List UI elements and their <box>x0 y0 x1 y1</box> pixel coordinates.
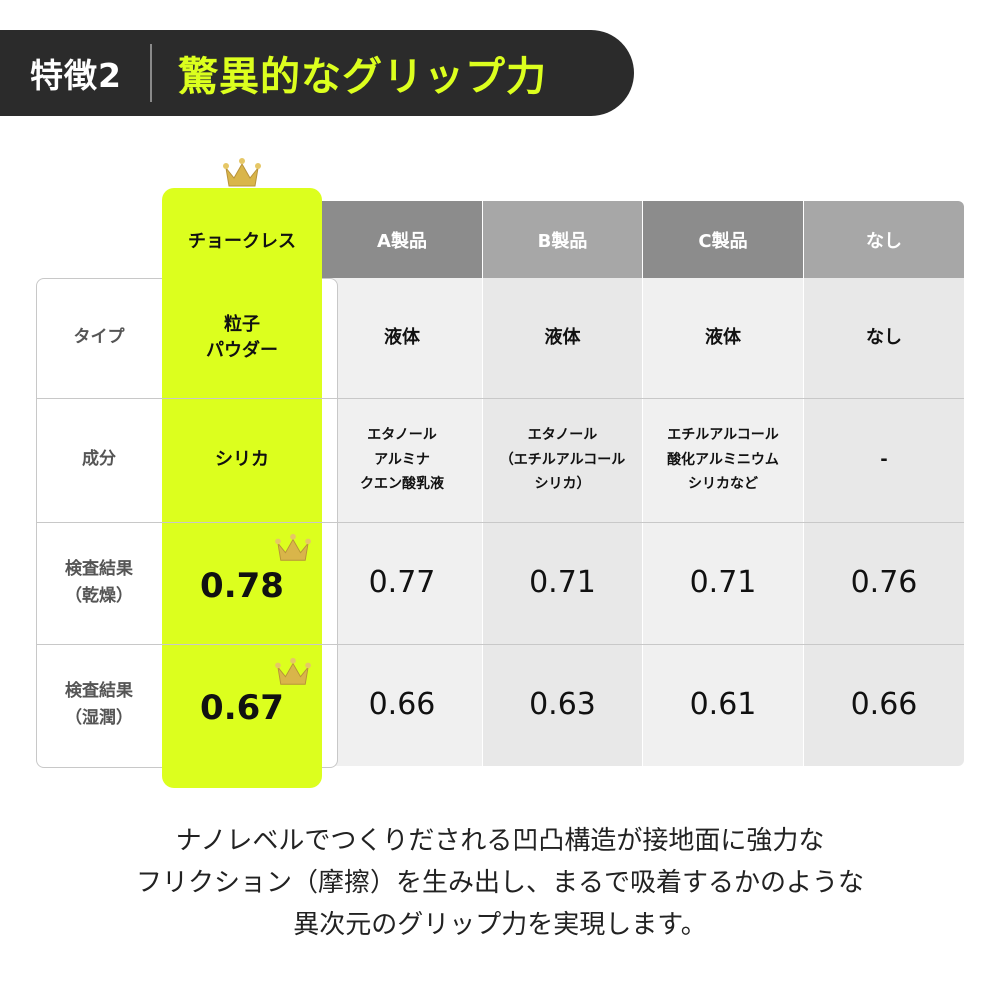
column-header-product-c: C製品 <box>643 201 803 278</box>
table-cell: - <box>804 398 964 522</box>
row-label-dry-result: 検査結果 （乾燥） <box>36 522 162 644</box>
row-divider <box>36 522 964 523</box>
feature-tag: 特徴2 <box>30 56 122 95</box>
wet-result-none: 0.66 <box>850 687 918 723</box>
description: ナノレベルでつくりだされる凹凸構造が接地面に強力な フリクション（摩擦）を生み出… <box>0 820 1000 946</box>
column-header-none: なし <box>804 201 964 278</box>
cell-line: 液体 <box>544 326 581 348</box>
crown-icon <box>275 657 311 685</box>
header-banner: 特徴2 驚異的なグリップ力 <box>0 30 634 116</box>
highlight-column <box>162 188 322 788</box>
description-line: フリクション（摩擦）を生み出し、まるで吸着するかのような <box>135 868 864 899</box>
row-label-ingredients: 成分 <box>36 398 162 522</box>
cell-line: エタノール <box>367 427 437 444</box>
page-title: 驚異的なグリップ力 <box>177 54 547 100</box>
cell-line: 粒子 <box>224 313 260 335</box>
crown-icon <box>275 533 311 561</box>
row-divider <box>36 398 964 399</box>
dry-result-product-a: 0.77 <box>368 565 436 601</box>
table-cell: 液体 <box>643 278 803 398</box>
row-label-text: 検査結果 <box>65 680 133 701</box>
row-label-text: タイプ <box>73 327 125 348</box>
wet-result-product-c: 0.61 <box>689 687 757 723</box>
crown-icon <box>223 158 261 187</box>
dry-result-product-c: 0.71 <box>689 565 757 601</box>
dry-result-product-b: 0.71 <box>529 565 596 601</box>
cell-line: シリカ <box>215 448 269 470</box>
table-cell: 液体 <box>322 278 482 398</box>
table-cell: 液体 <box>483 278 642 398</box>
description-line: 異次元のグリップ力を実現します。 <box>293 910 707 941</box>
row-label-text: 検査結果 <box>65 558 133 579</box>
wet-result-product-b: 0.63 <box>529 687 596 723</box>
cell-line: なし <box>866 326 902 348</box>
dry-result-none: 0.76 <box>850 565 918 601</box>
cell-line: 液体 <box>384 326 420 348</box>
cell-line: シリカ） <box>534 476 591 493</box>
banner-divider <box>149 44 152 102</box>
row-label-type: タイプ <box>36 278 162 398</box>
table-cell: エタノール （エチルアルコール シリカ） <box>483 398 642 522</box>
row-label-subtext: （乾燥） <box>65 586 133 606</box>
row-label-subtext: （湿潤） <box>65 708 133 728</box>
table-cell: 粒子 パウダー <box>162 278 322 398</box>
row-divider <box>36 644 964 645</box>
dry-result-chalkless: 0.78 <box>200 566 284 607</box>
cell-line: アルミナ <box>374 451 430 468</box>
cell-line: エチルアルコール <box>667 427 779 444</box>
cell-line: 酸化アルミニウム <box>667 451 779 468</box>
cell-line: エタノール <box>527 427 598 444</box>
cell-line: シリカなど <box>688 476 758 493</box>
cell-line: 液体 <box>705 326 741 348</box>
table-cell: シリカ <box>162 398 322 522</box>
wet-result-chalkless: 0.67 <box>200 688 284 729</box>
column-header-chalkless: チョークレス <box>188 230 296 252</box>
description-line: ナノレベルでつくりだされる凹凸構造が接地面に強力な <box>175 826 825 856</box>
row-label-wet-result: 検査結果 （湿潤） <box>36 644 162 766</box>
wet-result-product-a: 0.66 <box>368 687 436 723</box>
table-cell: なし <box>804 278 964 398</box>
column-header-product-a: A製品 <box>322 201 482 278</box>
cell-line: クエン酸乳液 <box>360 476 444 493</box>
cell-line: - <box>880 448 888 470</box>
column-header-product-b: B製品 <box>483 201 642 278</box>
table-cell: エチルアルコール 酸化アルミニウム シリカなど <box>643 398 803 522</box>
cell-line: （エチルアルコール <box>499 451 626 468</box>
row-label-text: 成分 <box>82 449 116 470</box>
table-cell: エタノール アルミナ クエン酸乳液 <box>322 398 482 522</box>
cell-line: パウダー <box>206 340 278 361</box>
